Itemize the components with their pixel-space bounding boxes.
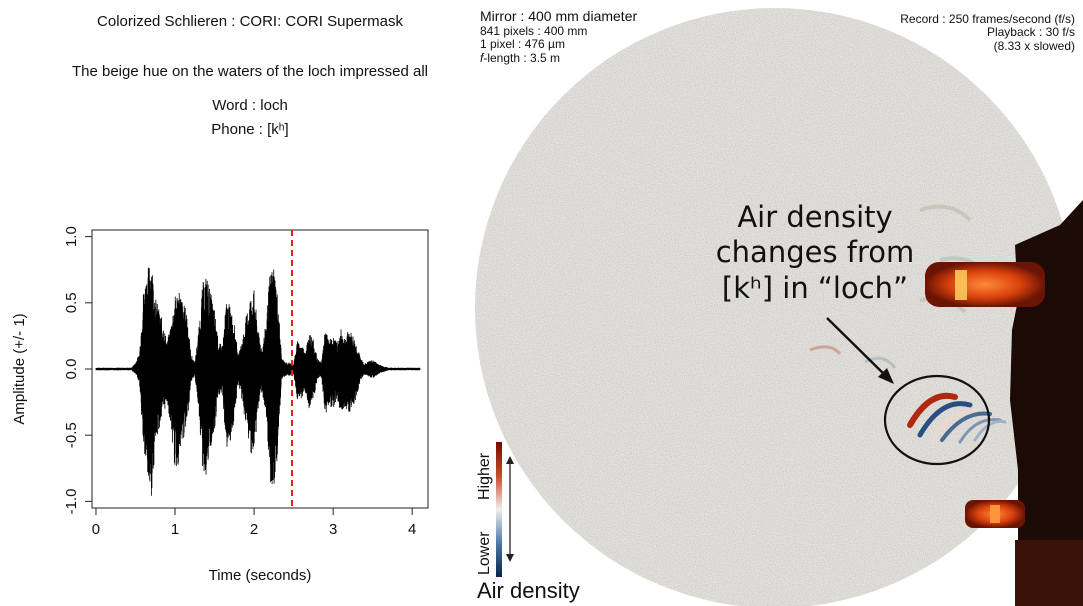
- f-length-value: -length : 3.5 m: [483, 50, 561, 65]
- legend-title: Air density: [477, 578, 580, 603]
- record-label: Record : 250 frames/second (f/s): [900, 12, 1075, 26]
- schlieren-info-left: Mirror : 400 mm diameter 841 pixels : 40…: [480, 8, 638, 65]
- legend-lower-label: Lower: [476, 531, 493, 575]
- waveform-chart: 0 1 2 3 4 -1.0 -0.5 0.0 0.5 1.0 Time (seconds) Am…: [11, 226, 429, 584]
- y-axis-label: Amplitude (+/- 1): [11, 313, 28, 424]
- phone-label: Phone : [kʰ]: [211, 121, 289, 138]
- mirror-label: Mirror : 400 mm diameter: [480, 8, 638, 24]
- callout-arrowhead: [878, 368, 894, 384]
- x-tick-label: 1: [171, 521, 179, 538]
- callout-text: Air density changes from [kʰ] in “loch”: [690, 200, 940, 306]
- pixel-size-label: 1 pixel : 476 µm: [480, 37, 565, 52]
- legend-colorbar: [496, 442, 502, 577]
- callout-line-3: [kʰ] in “loch”: [721, 270, 909, 305]
- y-tick-label: 0.0: [63, 359, 80, 380]
- slowed-label: (8.33 x slowed): [993, 38, 1075, 53]
- legend-higher-label: Higher: [476, 452, 493, 500]
- legend-arrow-up: [506, 456, 514, 464]
- pixels-label: 841 pixels : 400 mm: [480, 23, 588, 38]
- y-tick-label: 1.0: [63, 226, 80, 247]
- schlieren-info-right: Record : 250 frames/second (f/s) Playbac…: [900, 12, 1075, 53]
- f-length-label: f-length : 3.5 m: [480, 50, 637, 65]
- callout-line-2: changes from: [715, 235, 915, 270]
- y-tick-label: 0.5: [63, 292, 80, 313]
- word-label: Word : loch: [212, 97, 288, 114]
- x-tick-label: 2: [250, 521, 258, 538]
- callout-arrow: [826, 317, 889, 379]
- speaker-device: [925, 200, 1083, 606]
- callout-line-1: Air density: [737, 200, 893, 234]
- highlight-ellipse: [883, 374, 991, 466]
- airflow-streaks: [907, 392, 1007, 444]
- x-axis-label: Time (seconds): [209, 567, 312, 584]
- y-tick-label: -0.5: [63, 422, 80, 448]
- chart-title: Colorized Schlieren : CORI: CORI Superma…: [97, 13, 403, 30]
- playback-label: Playback : 30 f/s: [986, 25, 1075, 40]
- legend-arrow-down: [506, 554, 514, 562]
- y-tick-label: -1.0: [63, 488, 80, 514]
- x-tick-label: 3: [329, 521, 337, 538]
- x-tick-label: 4: [408, 521, 416, 538]
- f-symbol: f: [480, 50, 484, 65]
- x-tick-label: 0: [92, 521, 100, 538]
- waveform-series-line: [95, 267, 421, 496]
- schlieren-image: [475, 8, 1083, 606]
- sentence-text: The beige hue on the waters of the loch …: [71, 63, 429, 80]
